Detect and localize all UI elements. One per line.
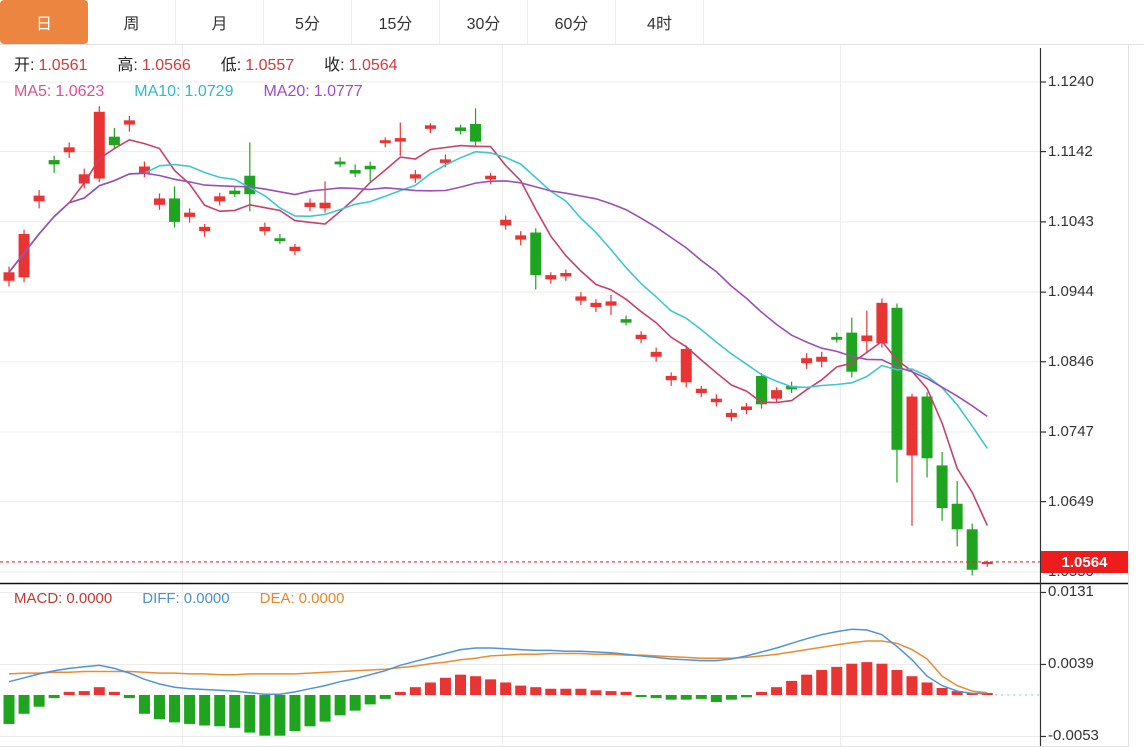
tab-60min[interactable]: 60分 <box>528 0 616 44</box>
diff-readout: DIFF: 0.0000 <box>142 589 229 609</box>
dea-line <box>8 640 988 694</box>
dea-value: 0.0000 <box>298 590 345 607</box>
ma10-value: 1.0729 <box>184 83 234 100</box>
macd-readout: MACD: 0.0000 DIFF: 0.0000 DEA: 0.0000 <box>14 589 345 609</box>
axis-right-border <box>1128 45 1129 747</box>
ohlc-readout: 开: 1.0561 高: 1.0566 低: 1.0557 收: 1.0564 <box>14 56 398 76</box>
macd-value: 0.0000 <box>66 590 113 607</box>
tab-week[interactable]: 周 <box>88 0 176 44</box>
close-label: 收: <box>324 57 345 74</box>
ma5-value: 1.0623 <box>55 83 105 100</box>
diff-value: 0.0000 <box>183 590 230 607</box>
price-tick-label: 1.0747 <box>1048 423 1094 441</box>
ma5-line <box>8 138 989 526</box>
price-tick-label: 1.1142 <box>1048 142 1093 160</box>
high-value: 1.0566 <box>141 57 191 74</box>
tab-4hour[interactable]: 4时 <box>616 0 704 44</box>
dea-readout: DEA: 0.0000 <box>260 589 345 609</box>
tab-15min[interactable]: 15分 <box>352 0 440 44</box>
price-tick-label: 1.1043 <box>1048 212 1094 230</box>
dea-label: DEA: <box>259 590 295 607</box>
ma10-readout: MA10: 1.0729 <box>134 82 233 102</box>
period-tabbar: 日 周 月 5分 15分 30分 60分 4时 <box>0 0 1144 45</box>
low-value: 1.0557 <box>245 57 295 74</box>
low-readout: 低: 1.0557 <box>221 56 294 76</box>
last-price-badge: 1.0564 <box>1041 551 1128 573</box>
candlestick-layer <box>3 106 993 576</box>
close-value: 1.0564 <box>348 57 398 74</box>
macd-tick-label: 0.0131 <box>1048 583 1094 601</box>
price-tick-label: 1.0944 <box>1048 283 1094 301</box>
high-label: 高: <box>117 57 138 74</box>
close-readout: 收: 1.0564 <box>324 56 397 76</box>
ma20-line <box>8 172 988 418</box>
price-tick-label: 1.1240 <box>1048 73 1094 90</box>
ma20-readout: MA20: 1.0777 <box>263 82 362 102</box>
diff-line <box>8 628 988 695</box>
open-value: 1.0561 <box>38 57 88 74</box>
tab-30min[interactable]: 30分 <box>440 0 528 44</box>
ma5-readout: MA5: 1.0623 <box>14 82 104 102</box>
macd-label: MACD: <box>14 590 63 607</box>
ma10-label: MA10: <box>134 83 181 100</box>
price-tick-label: 1.0649 <box>1048 492 1094 510</box>
gridlines <box>0 45 1040 746</box>
diff-label: DIFF: <box>142 590 180 607</box>
open-readout: 开: 1.0561 <box>14 56 87 76</box>
low-label: 低: <box>220 57 242 74</box>
macd-value-readout: MACD: 0.0000 <box>14 589 112 609</box>
tab-month[interactable]: 月 <box>176 0 264 44</box>
tab-day[interactable]: 日 <box>0 0 88 44</box>
macd-histogram-layer <box>3 662 993 736</box>
ma5-label: MA5: <box>14 83 52 100</box>
ma20-label: MA20: <box>263 83 310 100</box>
open-label: 开: <box>14 57 35 74</box>
high-readout: 高: 1.0566 <box>117 56 190 76</box>
macd-tick-label: -0.0053 <box>1048 727 1099 745</box>
price-tick-label: 1.0846 <box>1048 352 1094 370</box>
ma-readout: MA5: 1.0623 MA10: 1.0729 MA20: 1.0777 <box>14 82 363 102</box>
ma20-value: 1.0777 <box>313 83 363 100</box>
ma10-line <box>8 150 988 449</box>
macd-tick-label: 0.0039 <box>1048 655 1094 673</box>
tab-5min[interactable]: 5分 <box>264 0 352 44</box>
